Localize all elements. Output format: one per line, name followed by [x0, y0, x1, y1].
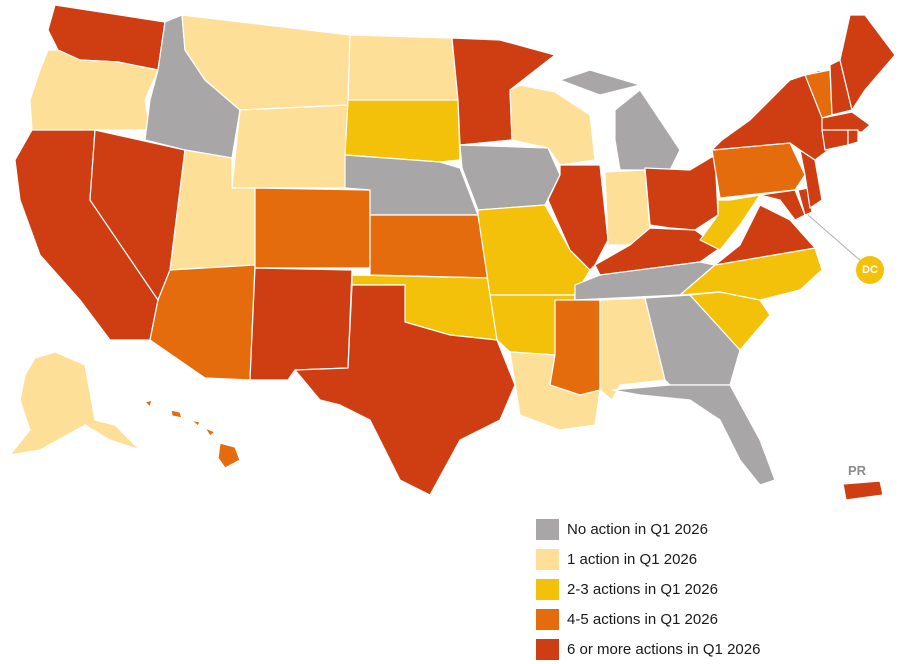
legend: No action in Q1 2026 1 action in Q1 2026…: [536, 514, 760, 664]
legend-item-none: No action in Q1 2026: [536, 514, 760, 544]
legend-label: 2-3 actions in Q1 2026: [567, 580, 718, 598]
dc-leader-line: [807, 214, 863, 263]
state-OR[interactable]: [29, 49, 159, 131]
state-OH[interactable]: [644, 154, 719, 231]
legend-item-two-three: 2-3 actions in Q1 2026: [536, 574, 760, 604]
state-SD[interactable]: [344, 99, 461, 163]
legend-swatch: [536, 548, 559, 570]
state-HI[interactable]: [144, 399, 241, 469]
state-IA[interactable]: [459, 144, 561, 211]
state-RI[interactable]: [847, 129, 859, 146]
legend-item-four-five: 4-5 actions in Q1 2026: [536, 604, 760, 634]
dc-label: DC: [862, 264, 878, 276]
dc-badge[interactable]: DC: [856, 256, 884, 284]
state-CT[interactable]: [821, 129, 849, 151]
legend-label: No action in Q1 2026: [567, 520, 708, 538]
legend-swatch: [536, 638, 559, 660]
state-TX[interactable]: [294, 284, 516, 496]
state-FL[interactable]: [611, 384, 776, 486]
state-CO[interactable]: [254, 187, 371, 269]
legend-label: 4-5 actions in Q1 2026: [567, 610, 718, 628]
territory-PR[interactable]: [842, 480, 884, 501]
state-WY[interactable]: [231, 104, 349, 189]
state-MI[interactable]: [559, 69, 681, 171]
state-AK[interactable]: [9, 351, 141, 456]
state-ME[interactable]: [839, 14, 896, 111]
legend-item-one: 1 action in Q1 2026: [536, 544, 760, 574]
state-ND[interactable]: [347, 34, 459, 101]
legend-swatch: [536, 518, 559, 540]
legend-item-six-plus: 6 or more actions in Q1 2026: [536, 634, 760, 664]
legend-label: 1 action in Q1 2026: [567, 550, 698, 568]
state-VA[interactable]: [714, 204, 816, 266]
state-AZ[interactable]: [149, 264, 256, 381]
state-KS[interactable]: [369, 214, 491, 279]
state-WV[interactable]: [699, 194, 761, 251]
legend-label: 6 or more actions in Q1 2026: [567, 640, 761, 658]
state-MD[interactable]: [759, 189, 806, 221]
pr-label: PR: [848, 463, 867, 478]
state-PA[interactable]: [711, 142, 806, 199]
legend-swatch: [536, 608, 559, 630]
state-NM[interactable]: [249, 267, 353, 381]
state-MS[interactable]: [549, 299, 601, 396]
state-MA[interactable]: [821, 111, 871, 133]
legend-swatch: [536, 578, 559, 600]
state-IL[interactable]: [547, 164, 609, 271]
